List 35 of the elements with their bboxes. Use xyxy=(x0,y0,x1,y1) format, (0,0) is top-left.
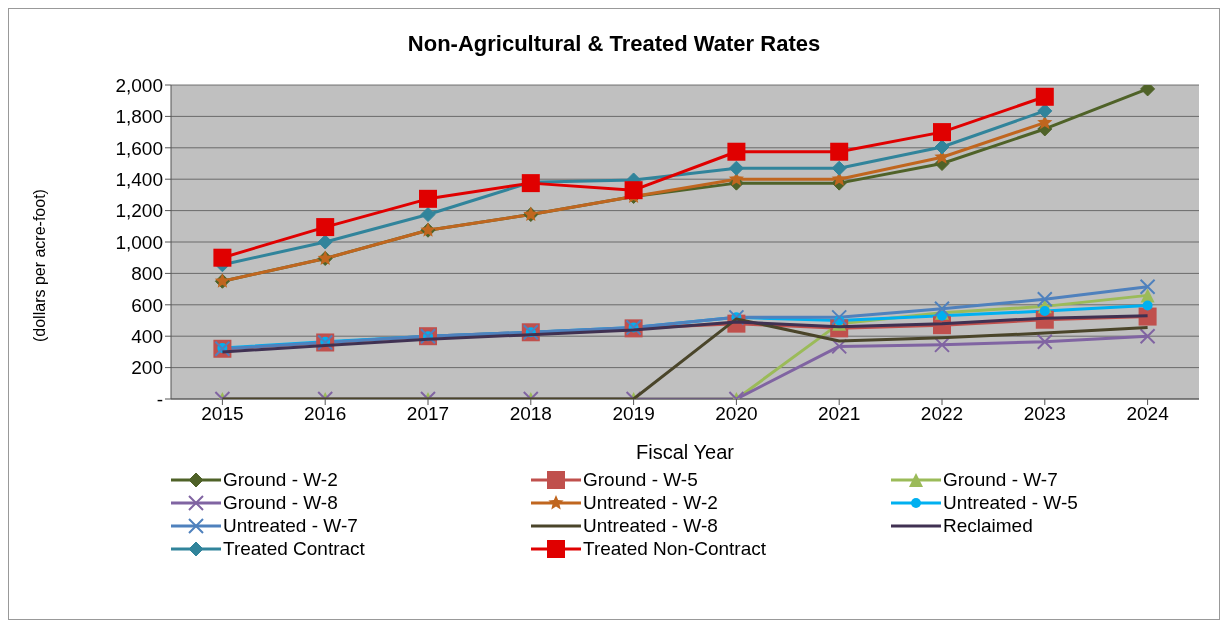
legend-label: Untreated - W-8 xyxy=(583,515,718,537)
legend-label: Ground - W-8 xyxy=(223,492,338,514)
y-tick-label: 200 xyxy=(131,357,163,379)
legend-label: Treated Non-Contract xyxy=(583,538,767,560)
x-tick-label: 2019 xyxy=(612,403,655,425)
legend-label: Untreated - W-2 xyxy=(583,492,718,514)
y-tick-label: 1,200 xyxy=(115,200,163,222)
x-tick-label: 2024 xyxy=(1126,403,1170,425)
y-tick-label: 2,000 xyxy=(115,74,163,96)
y-axis-title: (dollars per acre-foot) xyxy=(30,189,48,342)
x-tick-label: 2022 xyxy=(920,403,964,425)
y-tick-label: 1,800 xyxy=(115,106,163,128)
legend-label: Ground - W-5 xyxy=(583,469,698,491)
y-tick-label: - xyxy=(156,388,163,410)
y-tick-label: 600 xyxy=(131,294,163,316)
x-axis-title: Fiscal Year xyxy=(636,441,735,463)
y-tick-label: 1,600 xyxy=(115,137,163,159)
x-tick-label: 2020 xyxy=(715,403,758,425)
y-tick-label: 800 xyxy=(131,263,163,285)
legend-label: Ground - W-7 xyxy=(943,469,1058,491)
y-tick-label: 1,400 xyxy=(115,168,163,190)
legend-label: Untreated - W-7 xyxy=(223,515,358,537)
x-tick-label: 2015 xyxy=(201,403,244,425)
chart-title: Non-Agricultural & Treated Water Rates xyxy=(406,31,822,57)
legend-label: Treated Contract xyxy=(223,538,365,560)
x-tick-label: 2023 xyxy=(1023,403,1066,425)
y-tick-label: 400 xyxy=(131,325,163,347)
x-tick-label: 2021 xyxy=(818,403,861,425)
y-tick-label: 1,000 xyxy=(115,231,163,253)
x-tick-label: 2017 xyxy=(406,403,450,425)
x-tick-label: 2016 xyxy=(304,403,347,425)
x-tick-label: 2018 xyxy=(509,403,552,425)
legend-label: Untreated - W-5 xyxy=(943,492,1078,514)
legend-label: Reclaimed xyxy=(943,515,1033,537)
legend-label: Ground - W-2 xyxy=(223,469,338,491)
